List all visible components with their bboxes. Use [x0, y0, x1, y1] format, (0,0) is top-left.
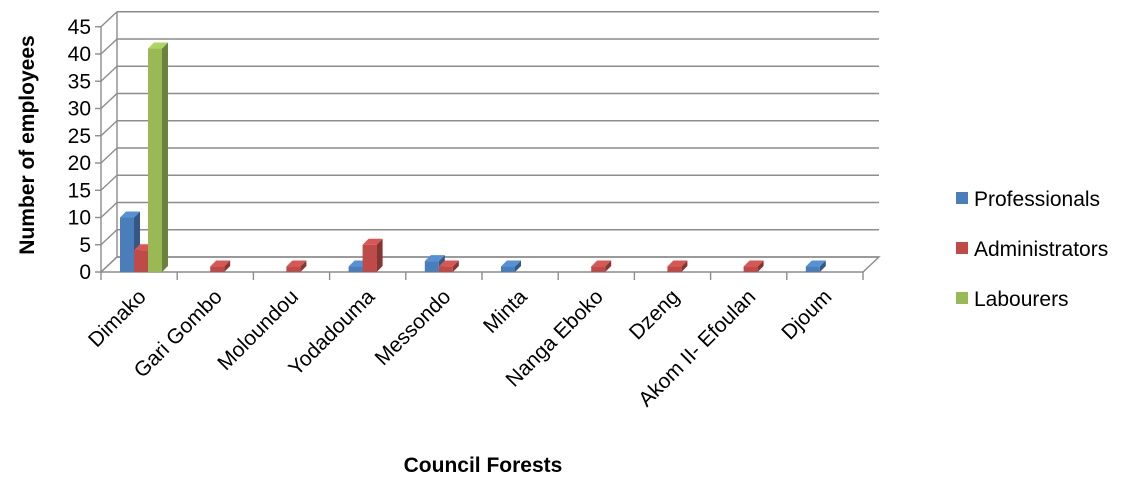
legend-label-administrators: Administrators: [974, 238, 1108, 261]
axes: [95, 11, 881, 280]
bar-front: [438, 266, 453, 272]
bar-front: [348, 266, 363, 272]
bar-front: [148, 48, 162, 272]
bar-professionals-minta: [501, 260, 521, 272]
bar-administrators-gari-gombo: [210, 260, 231, 272]
legend-swatch-labourers: [956, 292, 968, 304]
gridline-side: [100, 229, 118, 246]
bars: [120, 42, 826, 272]
bar-front: [591, 266, 606, 272]
bar-top: [805, 260, 826, 267]
x-axis-title: Council Forests: [404, 454, 563, 477]
bar-front: [134, 250, 148, 272]
legend-swatch-administrators: [956, 242, 968, 254]
gridline-side: [100, 120, 118, 137]
bar-front: [120, 217, 134, 272]
bar-side: [819, 260, 826, 272]
bar-side: [300, 260, 307, 272]
bar-side: [162, 42, 168, 272]
bar-front: [362, 244, 377, 272]
x-tick-label: Minta: [479, 285, 532, 338]
legend-label-professionals: Professionals: [974, 188, 1100, 211]
bar-administrators-dzeng: [667, 260, 688, 272]
bar-side: [376, 238, 383, 272]
y-tick-label: 10: [68, 207, 91, 230]
bar-top: [667, 260, 688, 267]
bar-administrators-akom-ii-efoulan: [743, 260, 764, 272]
gridline-side: [100, 147, 118, 164]
gridline-side: [100, 92, 118, 110]
bar-top: [438, 260, 459, 267]
bar-front: [805, 266, 820, 272]
gridline-side: [100, 65, 118, 82]
x-tick-label: Djoum: [777, 285, 836, 344]
gridline-side: [100, 174, 118, 191]
bar-top: [286, 260, 307, 267]
y-tick-label: 35: [68, 70, 91, 93]
x-tick-label: Messondo: [371, 285, 456, 370]
bar-labourers-dimako: [148, 42, 168, 272]
y-tick-label: 5: [79, 234, 91, 257]
bar-professionals-djoum: [805, 260, 826, 272]
bar-top: [501, 260, 521, 267]
bar-front: [667, 266, 682, 272]
bar-top: [362, 238, 383, 245]
bar-front: [501, 266, 515, 272]
y-tick-label: 40: [68, 43, 91, 66]
gridline-side: [100, 11, 118, 28]
bar-side: [515, 260, 521, 272]
bar-administrators-messondo: [438, 260, 459, 272]
y-tick-labels: 0 5 10 15 20 25 30 35 40 45: [68, 16, 91, 284]
bar-top: [424, 255, 445, 262]
bar-administrators-nanga-eboko: [591, 260, 612, 272]
bar-side: [757, 260, 764, 272]
bar-front: [424, 261, 439, 272]
bar-top: [210, 260, 231, 267]
bar-administrators-moloundou: [286, 260, 307, 272]
bar-front: [743, 266, 758, 272]
bar-top: [743, 260, 764, 267]
y-axis-title: Number of employees: [16, 35, 39, 254]
floor: [99, 256, 881, 273]
x-tick-label: Dzeng: [625, 285, 684, 344]
y-tick-label: 45: [68, 16, 91, 39]
gridlines: [100, 11, 879, 273]
legend-label-labourers: Labourers: [974, 288, 1069, 311]
gridline-side: [100, 38, 118, 55]
bar-side: [452, 260, 459, 272]
bar-side: [224, 260, 231, 272]
legend: Professionals Administrators Labourers: [956, 188, 1108, 311]
y-tick-label: 20: [68, 152, 91, 175]
y-tick-label: 30: [68, 98, 91, 121]
bar-side: [605, 260, 612, 272]
bar-front: [286, 266, 301, 272]
y-tick-label: 25: [68, 125, 91, 148]
bar-administrators-yodadouma: [362, 238, 383, 272]
bar-top: [591, 260, 612, 267]
legend-swatch-professionals: [956, 192, 968, 204]
bar-top: [120, 211, 140, 218]
bar-top: [148, 42, 168, 49]
gridline-side: [100, 201, 118, 219]
bar-front: [210, 266, 225, 272]
y-tick-label: 15: [68, 179, 91, 202]
bar-side: [681, 260, 688, 272]
y-tick-label: 0: [79, 261, 91, 284]
x-tick-label: Dimako: [84, 285, 151, 352]
